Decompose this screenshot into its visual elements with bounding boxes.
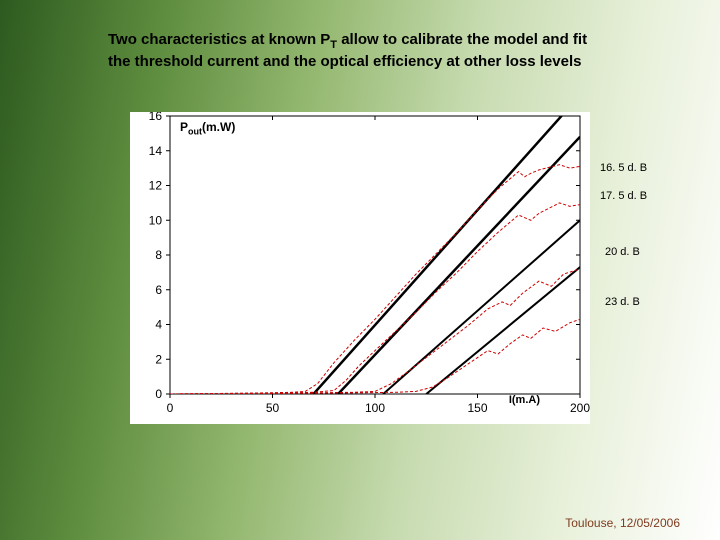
svg-text:2: 2 <box>155 352 162 366</box>
svg-text:14: 14 <box>149 144 163 158</box>
annotation-23: 23 d. B <box>605 296 640 308</box>
y-axis-label: Pout(m.W) <box>180 120 235 136</box>
svg-text:10: 10 <box>149 213 163 227</box>
chart-container: 0 2 4 6 8 10 12 14 16 0 50 100 150 200 Pout(m.W) I(m.… <box>130 112 590 424</box>
pout-sub: out <box>188 126 202 136</box>
chart-svg: 0 2 4 6 8 10 12 14 16 0 50 100 150 200 <box>130 112 590 424</box>
svg-text:6: 6 <box>155 283 162 297</box>
svg-text:4: 4 <box>155 318 162 332</box>
annotation-17-5: 17. 5 d. B <box>600 190 647 202</box>
svg-text:0: 0 <box>155 387 162 401</box>
pout-P: P <box>180 120 188 134</box>
svg-text:50: 50 <box>266 401 280 415</box>
slide-footer: Toulouse, 12/05/2006 <box>565 516 680 530</box>
svg-text:8: 8 <box>155 248 162 262</box>
slide-title: Two characteristics at known PT allow to… <box>108 30 648 72</box>
svg-text:200: 200 <box>570 401 590 415</box>
annotation-20: 20 d. B <box>605 246 640 258</box>
title-text-part1b: allow to calibrate the model and fit <box>337 31 587 48</box>
svg-text:16: 16 <box>149 112 163 123</box>
pout-unit: (m.W) <box>202 120 235 134</box>
svg-text:150: 150 <box>467 401 487 415</box>
svg-text:12: 12 <box>149 179 163 193</box>
annotation-16-5: 16. 5 d. B <box>600 162 647 174</box>
svg-text:100: 100 <box>365 401 385 415</box>
slide-root: Two characteristics at known PT allow to… <box>0 0 720 540</box>
x-axis-label: I(m.A) <box>509 394 540 406</box>
title-text-part1: Two characteristics at known P <box>108 31 330 48</box>
title-text-line2: the threshold current and the optical ef… <box>108 53 581 70</box>
svg-text:0: 0 <box>167 401 174 415</box>
